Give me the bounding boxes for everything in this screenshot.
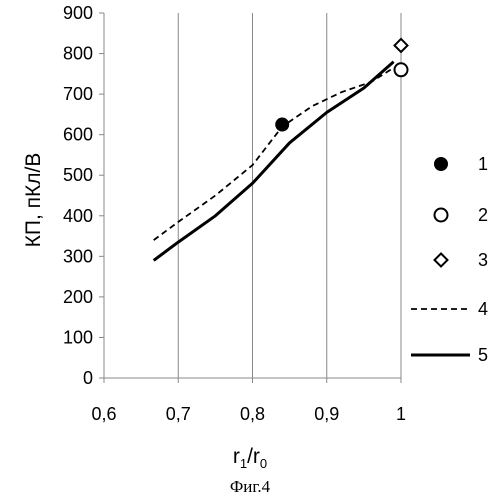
legend-4-label: 4	[478, 299, 488, 319]
y-tick-label: 300	[63, 246, 93, 266]
x-tick-label: 1	[396, 404, 406, 424]
y-axis-label: КП, пКл/В	[22, 153, 45, 248]
plot-area	[154, 39, 408, 260]
y-tick-label: 0	[83, 368, 93, 388]
axes	[99, 13, 401, 383]
legend-1-label: 1	[478, 154, 488, 174]
figure-caption: Фиг.4	[230, 477, 271, 496]
legend-2-swatch	[435, 209, 448, 222]
tick-labels: 0 100 200 300 400 500 600 700 800 900 0,6 0,7 0,8 0,9…	[63, 3, 406, 424]
y-tick-label: 800	[63, 44, 93, 64]
series-3-point	[395, 39, 408, 52]
y-tick-label: 600	[63, 125, 93, 145]
series-2-point	[395, 63, 408, 76]
x-tick-label: 0,7	[166, 404, 191, 424]
legend-5-label: 5	[478, 345, 488, 365]
x-tick-label: 0,9	[314, 404, 339, 424]
legend-3-label: 3	[478, 250, 488, 270]
y-tick-label: 700	[63, 84, 93, 104]
series-5-line	[154, 62, 394, 261]
y-tick-label: 200	[63, 287, 93, 307]
legend-2-label: 2	[478, 205, 488, 225]
grid	[178, 13, 401, 378]
y-tick-label: 900	[63, 3, 93, 23]
legend-1-swatch	[435, 158, 448, 171]
series-1-point	[276, 118, 289, 131]
y-tick-label: 400	[63, 206, 93, 226]
x-tick-label: 0,6	[91, 404, 116, 424]
legend: 1 2 3 4 5	[411, 154, 488, 365]
y-tick-label: 100	[63, 327, 93, 347]
legend-3-swatch	[435, 254, 448, 267]
y-tick-label: 500	[63, 165, 93, 185]
x-axis-label: r1/r0	[233, 445, 267, 471]
x-tick-label: 0,8	[240, 404, 265, 424]
